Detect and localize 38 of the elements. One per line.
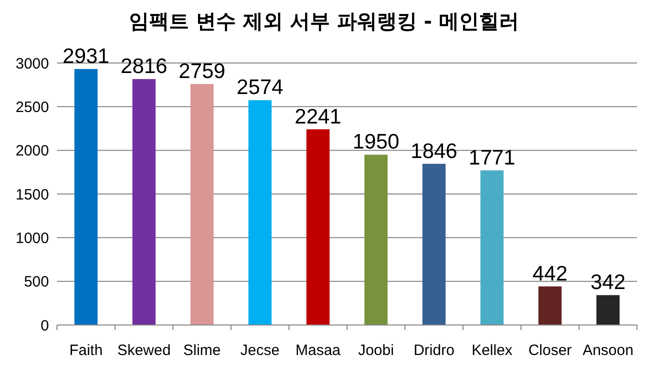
- y-tick-label: 500: [24, 274, 49, 291]
- data-label: 1771: [468, 146, 516, 170]
- bar: [132, 79, 156, 325]
- x-tick-label: Closer: [528, 342, 572, 359]
- bar: [364, 154, 388, 325]
- data-label: 442: [532, 262, 568, 286]
- bar: [248, 100, 272, 325]
- data-label: 342: [590, 271, 626, 294]
- x-tick-label: Jecse: [240, 342, 280, 359]
- bar: [422, 164, 446, 325]
- data-label: 2574: [236, 76, 284, 100]
- y-tick-label: 1000: [16, 230, 49, 247]
- bar: [190, 84, 214, 325]
- data-label: 1846: [410, 140, 458, 163]
- bar: [74, 69, 98, 325]
- data-label: 2759: [178, 60, 226, 84]
- data-label: 2816: [120, 55, 168, 78]
- x-tick-label: Ansoon: [582, 342, 634, 359]
- x-tick-label: Skewed: [117, 342, 171, 359]
- x-tick-label: Slime: [183, 342, 221, 359]
- y-tick-label: 3000: [16, 55, 49, 72]
- x-tick-label: Kellex: [472, 342, 513, 359]
- y-tick-label: 0: [40, 317, 49, 334]
- x-tick-label: Dridro: [414, 342, 454, 359]
- data-label: 2241: [294, 105, 342, 128]
- x-tick-label: Masaa: [295, 342, 342, 359]
- y-tick-label: 1500: [16, 186, 49, 204]
- chart-title: 임팩트 변수 제외 서부 파워랭킹 - 메인힐러: [128, 9, 520, 33]
- y-tick-label: 2500: [16, 98, 49, 116]
- bar: [596, 295, 620, 325]
- data-label: 1950: [352, 130, 400, 154]
- bar: [480, 170, 504, 325]
- data-label: 2931: [62, 45, 110, 68]
- y-tick-label: 2000: [16, 142, 49, 160]
- bar: [538, 286, 562, 325]
- x-tick-label: Joobi: [358, 342, 394, 359]
- x-tick-label: Faith: [69, 342, 103, 359]
- bar: [306, 129, 330, 325]
